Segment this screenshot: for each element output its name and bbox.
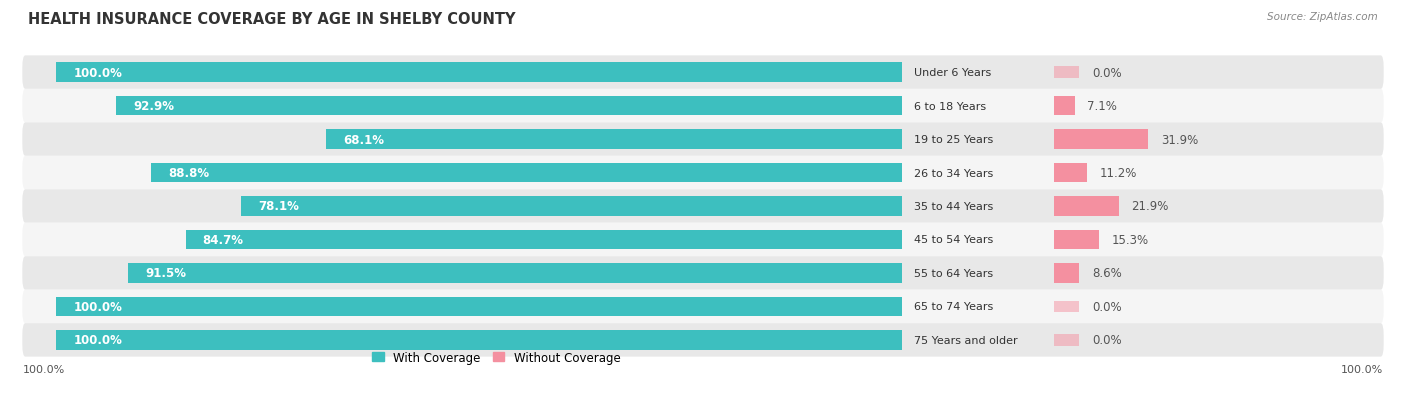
Text: 100.0%: 100.0% xyxy=(1341,364,1384,374)
Text: 100.0%: 100.0% xyxy=(22,364,65,374)
Bar xyxy=(150,164,901,183)
Text: 0.0%: 0.0% xyxy=(1092,334,1122,347)
Bar xyxy=(56,297,901,316)
Bar xyxy=(1054,97,1074,116)
Bar xyxy=(1054,230,1099,249)
Text: 75 Years and older: 75 Years and older xyxy=(914,335,1018,345)
Text: 26 to 34 Years: 26 to 34 Years xyxy=(914,168,994,178)
Text: 100.0%: 100.0% xyxy=(73,300,122,313)
Text: 11.2%: 11.2% xyxy=(1099,166,1137,180)
Bar xyxy=(1054,164,1087,183)
Text: 35 to 44 Years: 35 to 44 Years xyxy=(914,202,994,211)
Bar xyxy=(1054,334,1080,346)
FancyBboxPatch shape xyxy=(22,157,1384,190)
Bar xyxy=(242,197,901,216)
Text: 21.9%: 21.9% xyxy=(1132,200,1168,213)
Bar xyxy=(186,230,901,249)
FancyBboxPatch shape xyxy=(22,90,1384,123)
Bar xyxy=(1054,67,1080,79)
Bar xyxy=(56,330,901,350)
Text: 15.3%: 15.3% xyxy=(1112,233,1149,247)
Bar xyxy=(1054,197,1119,216)
FancyBboxPatch shape xyxy=(22,56,1384,90)
Bar xyxy=(56,63,901,83)
FancyBboxPatch shape xyxy=(22,223,1384,256)
Text: 0.0%: 0.0% xyxy=(1092,66,1122,79)
Text: 55 to 64 Years: 55 to 64 Years xyxy=(914,268,994,278)
Bar xyxy=(326,130,901,150)
Text: 88.8%: 88.8% xyxy=(167,166,209,180)
Bar xyxy=(1054,301,1080,313)
Bar xyxy=(117,97,901,116)
Text: 6 to 18 Years: 6 to 18 Years xyxy=(914,101,987,112)
FancyBboxPatch shape xyxy=(22,290,1384,323)
Text: 100.0%: 100.0% xyxy=(73,66,122,79)
Text: Source: ZipAtlas.com: Source: ZipAtlas.com xyxy=(1267,12,1378,22)
Text: Under 6 Years: Under 6 Years xyxy=(914,68,991,78)
Text: 92.9%: 92.9% xyxy=(134,100,174,113)
Text: 84.7%: 84.7% xyxy=(202,233,243,247)
Text: HEALTH INSURANCE COVERAGE BY AGE IN SHELBY COUNTY: HEALTH INSURANCE COVERAGE BY AGE IN SHEL… xyxy=(28,12,516,27)
Text: 91.5%: 91.5% xyxy=(145,267,186,280)
Text: 8.6%: 8.6% xyxy=(1092,267,1122,280)
Text: 0.0%: 0.0% xyxy=(1092,300,1122,313)
Legend: With Coverage, Without Coverage: With Coverage, Without Coverage xyxy=(373,351,620,364)
Text: 100.0%: 100.0% xyxy=(73,334,122,347)
Text: 7.1%: 7.1% xyxy=(1087,100,1118,113)
Bar xyxy=(1054,263,1080,283)
Text: 19 to 25 Years: 19 to 25 Years xyxy=(914,135,994,145)
Bar xyxy=(1054,130,1149,150)
FancyBboxPatch shape xyxy=(22,190,1384,223)
FancyBboxPatch shape xyxy=(22,323,1384,357)
Bar xyxy=(128,263,901,283)
FancyBboxPatch shape xyxy=(22,123,1384,157)
Text: 31.9%: 31.9% xyxy=(1161,133,1198,146)
Text: 45 to 54 Years: 45 to 54 Years xyxy=(914,235,994,245)
FancyBboxPatch shape xyxy=(22,256,1384,290)
Text: 68.1%: 68.1% xyxy=(343,133,384,146)
Text: 65 to 74 Years: 65 to 74 Years xyxy=(914,301,994,312)
Text: 78.1%: 78.1% xyxy=(259,200,299,213)
